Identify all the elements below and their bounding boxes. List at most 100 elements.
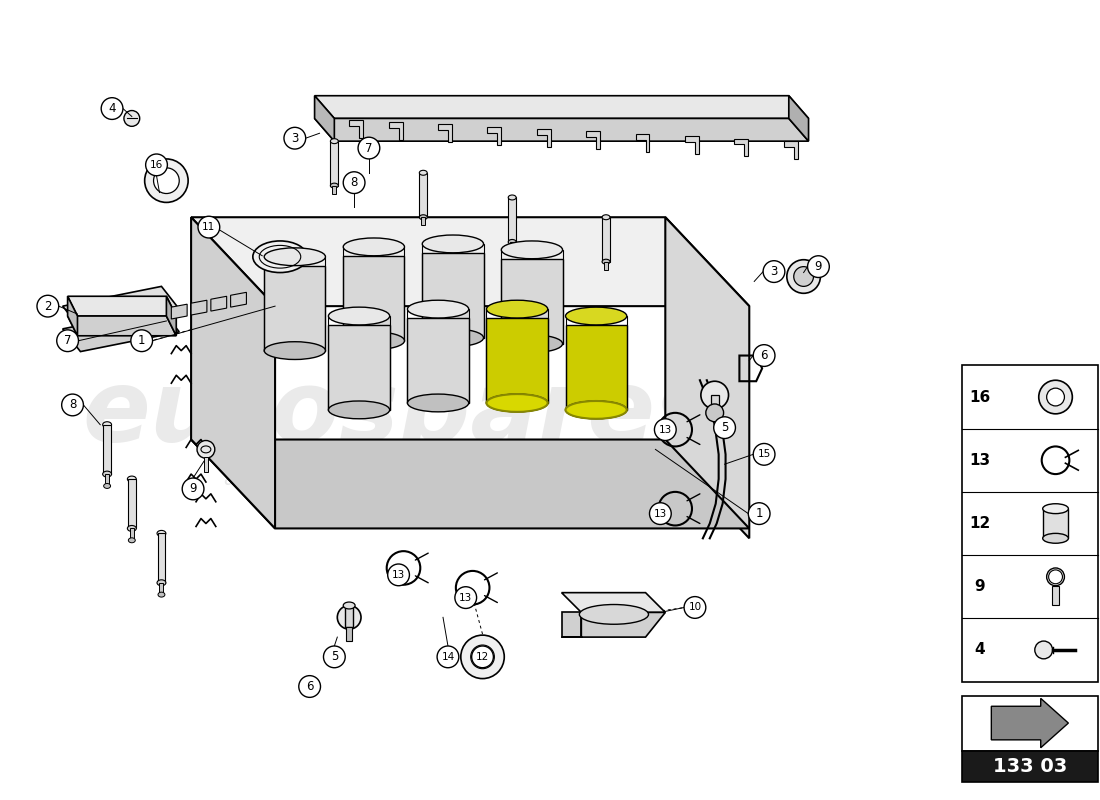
Circle shape bbox=[197, 441, 215, 458]
Text: 7: 7 bbox=[365, 142, 373, 154]
Polygon shape bbox=[172, 304, 187, 319]
Text: 12: 12 bbox=[969, 516, 990, 531]
Polygon shape bbox=[438, 124, 452, 142]
Polygon shape bbox=[636, 134, 649, 152]
Ellipse shape bbox=[343, 332, 405, 350]
Polygon shape bbox=[315, 96, 808, 118]
Ellipse shape bbox=[565, 401, 627, 418]
Text: 13: 13 bbox=[659, 425, 672, 434]
Text: a passion for excellence since 1985: a passion for excellence since 1985 bbox=[224, 470, 573, 489]
Text: 6: 6 bbox=[306, 680, 313, 693]
Circle shape bbox=[299, 676, 320, 698]
Ellipse shape bbox=[253, 241, 307, 273]
Circle shape bbox=[57, 330, 78, 351]
Ellipse shape bbox=[264, 248, 326, 266]
Bar bbox=[330, 141, 339, 186]
Circle shape bbox=[455, 586, 476, 609]
Ellipse shape bbox=[602, 259, 610, 264]
Polygon shape bbox=[329, 325, 389, 410]
Circle shape bbox=[706, 404, 724, 422]
Bar bbox=[204, 458, 208, 472]
Ellipse shape bbox=[102, 471, 111, 477]
Text: 6: 6 bbox=[760, 349, 768, 362]
Ellipse shape bbox=[508, 239, 516, 244]
Ellipse shape bbox=[565, 307, 627, 325]
Bar bbox=[419, 173, 427, 218]
Ellipse shape bbox=[157, 530, 166, 536]
Ellipse shape bbox=[486, 394, 548, 412]
Circle shape bbox=[654, 418, 676, 441]
Polygon shape bbox=[685, 136, 698, 154]
Ellipse shape bbox=[565, 401, 627, 418]
Bar bbox=[961, 366, 1098, 682]
Text: 9: 9 bbox=[975, 579, 984, 594]
Circle shape bbox=[701, 382, 728, 409]
Polygon shape bbox=[784, 141, 798, 158]
Circle shape bbox=[754, 345, 776, 366]
Text: 7: 7 bbox=[64, 334, 72, 347]
Circle shape bbox=[794, 266, 814, 286]
Bar bbox=[1043, 509, 1068, 538]
Polygon shape bbox=[191, 439, 749, 529]
Ellipse shape bbox=[419, 170, 427, 175]
Circle shape bbox=[754, 443, 776, 466]
Circle shape bbox=[472, 646, 494, 668]
Ellipse shape bbox=[422, 329, 484, 346]
Ellipse shape bbox=[330, 138, 339, 144]
Bar bbox=[130, 529, 134, 540]
Text: 16: 16 bbox=[150, 160, 163, 170]
Text: 8: 8 bbox=[69, 398, 76, 411]
Circle shape bbox=[1047, 388, 1065, 406]
Text: eurospares: eurospares bbox=[82, 366, 715, 463]
Ellipse shape bbox=[329, 307, 389, 325]
Bar bbox=[103, 425, 111, 474]
Ellipse shape bbox=[486, 300, 548, 318]
Polygon shape bbox=[789, 96, 808, 141]
Text: 13: 13 bbox=[653, 509, 667, 518]
Circle shape bbox=[437, 646, 459, 668]
Polygon shape bbox=[991, 698, 1068, 748]
Polygon shape bbox=[211, 296, 227, 311]
Ellipse shape bbox=[407, 394, 469, 412]
Text: 5: 5 bbox=[331, 650, 338, 663]
Polygon shape bbox=[735, 138, 748, 156]
Circle shape bbox=[649, 502, 671, 525]
Circle shape bbox=[359, 138, 380, 159]
Ellipse shape bbox=[502, 334, 562, 353]
Circle shape bbox=[338, 606, 361, 630]
Bar bbox=[345, 606, 353, 627]
Ellipse shape bbox=[264, 342, 326, 359]
Text: 2: 2 bbox=[44, 300, 52, 313]
Bar bbox=[346, 627, 352, 641]
Circle shape bbox=[37, 295, 58, 317]
Ellipse shape bbox=[158, 592, 165, 597]
Polygon shape bbox=[166, 296, 176, 336]
Circle shape bbox=[807, 256, 829, 278]
Ellipse shape bbox=[157, 580, 166, 586]
Bar bbox=[157, 534, 165, 582]
Ellipse shape bbox=[419, 214, 427, 220]
Polygon shape bbox=[388, 122, 403, 140]
Polygon shape bbox=[191, 218, 749, 306]
Polygon shape bbox=[191, 218, 275, 529]
Circle shape bbox=[343, 172, 365, 194]
Circle shape bbox=[684, 597, 706, 618]
Text: 4: 4 bbox=[108, 102, 115, 115]
Polygon shape bbox=[422, 253, 484, 338]
Polygon shape bbox=[565, 325, 627, 410]
Polygon shape bbox=[191, 300, 207, 315]
Ellipse shape bbox=[1043, 534, 1068, 543]
Ellipse shape bbox=[102, 422, 111, 428]
Circle shape bbox=[154, 168, 179, 194]
Ellipse shape bbox=[129, 538, 135, 542]
Polygon shape bbox=[63, 286, 179, 329]
Circle shape bbox=[323, 646, 345, 668]
Circle shape bbox=[786, 260, 821, 294]
Circle shape bbox=[101, 98, 123, 119]
Polygon shape bbox=[562, 613, 666, 637]
Circle shape bbox=[714, 417, 736, 438]
Polygon shape bbox=[67, 316, 176, 336]
Text: 8: 8 bbox=[351, 176, 358, 189]
Text: 10: 10 bbox=[689, 602, 702, 613]
Text: 3: 3 bbox=[770, 265, 778, 278]
